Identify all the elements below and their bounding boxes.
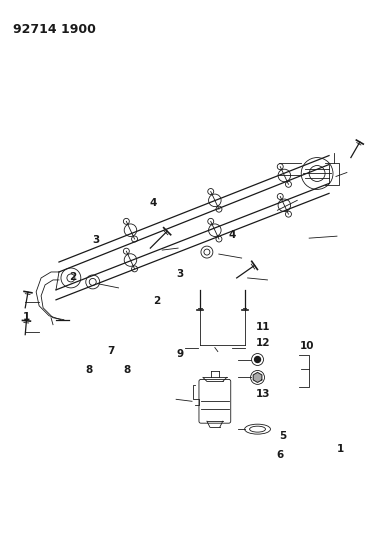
Text: 7: 7 [107, 346, 115, 357]
Polygon shape [253, 373, 262, 382]
Text: 12: 12 [256, 338, 270, 349]
Text: 5: 5 [279, 431, 286, 441]
Circle shape [255, 357, 260, 362]
Text: 2: 2 [69, 272, 76, 282]
Text: 3: 3 [177, 270, 184, 279]
Text: 13: 13 [256, 389, 270, 399]
Text: 1: 1 [23, 312, 30, 322]
Text: 4: 4 [229, 230, 236, 240]
Text: 3: 3 [92, 235, 99, 245]
Text: 4: 4 [150, 198, 157, 208]
Text: 8: 8 [85, 365, 93, 375]
Text: 9: 9 [177, 349, 184, 359]
Text: 11: 11 [256, 322, 270, 333]
Text: 6: 6 [277, 450, 284, 460]
Text: 2: 2 [154, 296, 161, 306]
Text: 92714 1900: 92714 1900 [13, 23, 96, 36]
Text: 10: 10 [300, 341, 314, 351]
Text: 8: 8 [123, 365, 130, 375]
Text: 1: 1 [336, 445, 344, 455]
